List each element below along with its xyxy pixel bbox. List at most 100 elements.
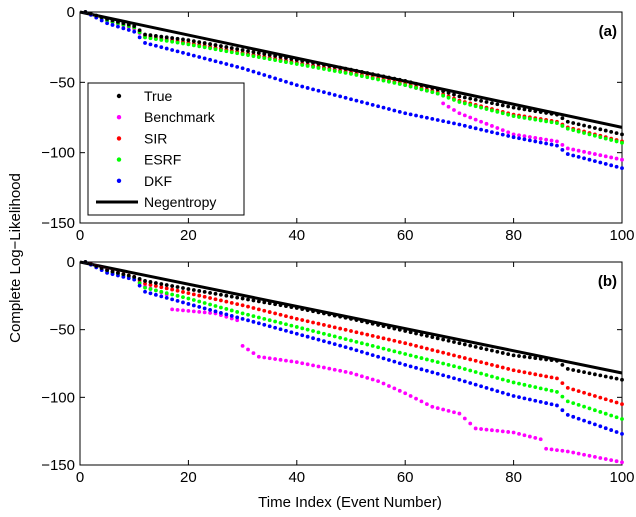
point-esrf — [609, 413, 614, 418]
point-true — [571, 121, 576, 125]
point-dkf — [289, 330, 294, 335]
legend-label-true: True — [144, 88, 172, 104]
point-esrf — [148, 36, 153, 41]
point-sir — [262, 308, 267, 313]
point-esrf — [517, 381, 521, 386]
point-esrf — [143, 35, 147, 40]
point-true — [284, 304, 288, 309]
point-esrf — [262, 316, 267, 321]
point-esrf — [506, 112, 511, 117]
point-esrf — [278, 321, 283, 325]
point-esrf — [614, 139, 619, 144]
point-dkf — [452, 376, 456, 381]
point-true — [267, 53, 272, 57]
point-esrf — [620, 140, 624, 145]
point-dkf — [300, 84, 305, 89]
point-dkf — [338, 94, 343, 99]
point-benchmark — [620, 157, 624, 162]
point-true — [490, 101, 494, 106]
point-sir — [164, 286, 169, 291]
point-dkf — [462, 123, 467, 128]
point-true — [300, 307, 305, 311]
point-dkf — [441, 119, 446, 124]
point-dkf — [246, 318, 250, 323]
point-true — [105, 17, 109, 21]
point-esrf — [186, 296, 191, 301]
point-dkf — [164, 295, 169, 300]
point-dkf — [419, 367, 424, 372]
point-esrf — [332, 69, 337, 73]
point-sir — [419, 345, 424, 350]
point-dkf — [408, 364, 413, 369]
point-dkf — [430, 117, 435, 121]
point-benchmark — [284, 358, 288, 363]
point-true — [468, 343, 473, 348]
point-dkf — [446, 120, 451, 125]
point-benchmark — [246, 347, 250, 352]
point-esrf — [397, 350, 402, 355]
point-esrf — [582, 404, 586, 409]
point-dkf — [240, 66, 245, 71]
point-true — [181, 37, 185, 42]
point-true — [294, 57, 299, 62]
point-sir — [294, 316, 299, 321]
point-dkf — [549, 402, 554, 407]
legend-swatch-sir — [116, 136, 122, 141]
point-dkf — [143, 41, 147, 45]
point-dkf — [517, 395, 521, 400]
point-dkf — [500, 390, 505, 395]
point-true — [468, 96, 473, 101]
point-dkf — [132, 277, 137, 282]
point-sir — [332, 325, 337, 330]
point-sir — [609, 398, 614, 403]
point-true — [397, 327, 402, 332]
point-dkf — [121, 274, 126, 279]
point-esrf — [273, 58, 278, 63]
point-dkf — [202, 56, 207, 61]
point-dkf — [137, 35, 142, 40]
point-dkf — [332, 93, 337, 97]
point-sir — [208, 296, 212, 300]
point-esrf — [490, 108, 494, 113]
point-true — [517, 354, 521, 358]
point-esrf — [338, 335, 343, 340]
point-dkf — [457, 122, 462, 127]
point-dkf — [587, 420, 592, 425]
point-esrf — [549, 120, 554, 125]
point-true — [603, 128, 608, 133]
point-true — [186, 287, 191, 291]
point-esrf — [246, 53, 250, 58]
point-benchmark — [576, 148, 581, 153]
point-dkf — [430, 370, 435, 375]
point-true — [240, 48, 245, 52]
point-esrf — [311, 65, 315, 69]
point-true — [143, 279, 147, 283]
point-dkf — [186, 302, 191, 306]
point-dkf — [327, 340, 332, 345]
point-true — [424, 333, 429, 338]
point-true — [560, 116, 565, 121]
y-tick-label: −150 — [41, 215, 75, 232]
point-true — [614, 376, 619, 381]
point-true — [121, 21, 126, 26]
point-dkf — [349, 346, 353, 351]
point-dkf — [565, 413, 570, 417]
point-benchmark — [343, 369, 348, 374]
point-dkf — [251, 319, 256, 324]
point-true — [414, 81, 418, 86]
point-benchmark — [473, 426, 478, 431]
point-dkf — [473, 382, 478, 387]
point-sir — [576, 389, 581, 394]
point-benchmark — [446, 408, 451, 413]
point-esrf — [484, 107, 489, 111]
x-tick-label: 0 — [76, 469, 84, 486]
point-true — [506, 352, 511, 357]
point-benchmark — [533, 135, 538, 140]
point-benchmark — [517, 133, 521, 138]
x-tick-label: 60 — [397, 227, 414, 244]
point-true — [555, 358, 559, 363]
point-esrf — [278, 59, 283, 63]
x-tick-label: 80 — [505, 469, 522, 486]
point-true — [240, 296, 245, 301]
legend-swatch-true — [116, 93, 122, 99]
